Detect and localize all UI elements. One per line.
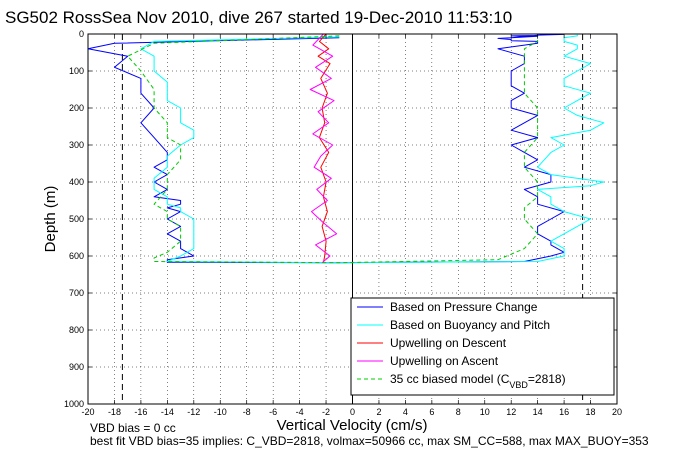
x-tick-label: 8 [456,407,461,417]
x-tick-label: -8 [243,407,251,417]
series-line-5 [127,35,539,264]
y-tick-label: 800 [69,325,84,335]
legend-box [350,297,615,396]
x-tick-label: -2 [322,407,330,417]
legend-label: Based on Pressure Change [390,300,538,314]
x-tick-label: 16 [559,407,569,417]
x-tick-label: -6 [269,407,277,417]
x-tick-label: -18 [108,407,121,417]
x-tick-label: 2 [376,407,381,417]
x-tick-label: 4 [403,407,408,417]
y-tick-label: 700 [69,288,84,298]
series-line-2 [140,34,605,264]
x-axis-ticks: -20 -18 -16 -14 -12 -10 -8 -6 -4 -2 0 2 4 6 8 10 12 14 16 1… [81,34,622,417]
x-axis-label: Vertical Velocity (cm/s) [277,417,428,434]
x-tick-label: -4 [296,407,304,417]
y-tick-label: 500 [69,214,84,224]
x-tick-label: 6 [429,407,434,417]
x-tick-label: 0 [350,407,355,417]
y-tick-label: 200 [69,103,84,113]
footnote-best-fit: best fit VBD bias=35 implies: C_VBD=2818… [90,434,649,448]
y-tick-label: 1000 [64,399,84,409]
footnote-vbd-bias: VBD bias = 0 cc [90,421,176,435]
y-tick-label: 600 [69,251,84,261]
y-tick-label: 100 [69,66,84,76]
legend-label: Upwelling on Descent [390,336,507,350]
y-tick-label: 400 [69,177,84,187]
y-axis-ticks: 0 100 200 300 400 500 600 700 800 900 1000 [64,29,617,409]
x-tick-label: 12 [506,407,516,417]
x-tick-label: -16 [134,407,147,417]
x-tick-label: 14 [533,407,543,417]
x-tick-label: -20 [81,407,94,417]
y-tick-label: 0 [79,29,84,39]
y-axis-label: Depth (m) [42,186,59,253]
legend: Based on Pressure Change Based on Buoyanc… [350,297,615,396]
x-tick-label: -12 [187,407,200,417]
x-tick-label: -10 [214,407,227,417]
x-tick-label: 20 [612,407,622,417]
y-tick-label: 900 [69,362,84,372]
legend-label: Upwelling on Ascent [390,354,499,368]
x-tick-label: 18 [586,407,596,417]
y-tick-label: 300 [69,140,84,150]
legend-label: Based on Buoyancy and Pitch [390,318,550,332]
series-line-4 [309,33,338,264]
x-tick-label: 10 [480,407,490,417]
chart-title: SG502 RossSea Nov 2010, dive 267 started… [5,8,512,27]
x-tick-label: -14 [161,407,174,417]
series-layer [87,33,605,264]
